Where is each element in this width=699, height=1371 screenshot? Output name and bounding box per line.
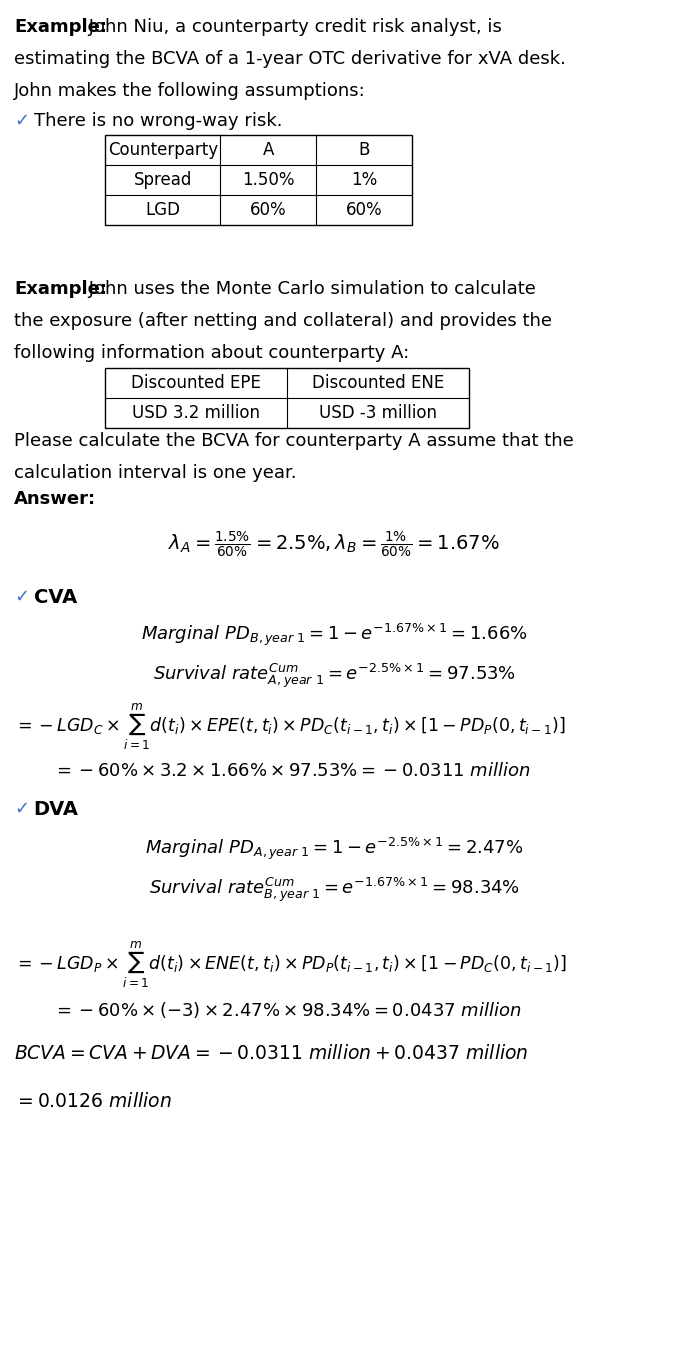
Text: $Marginal\ PD_{B,year\ 1} = 1 - e^{-1.67\%\times1} = 1.66\%$: $Marginal\ PD_{B,year\ 1} = 1 - e^{-1.67… [141,622,528,648]
Text: $\lambda_A = \frac{1.5\%}{60\%} = 2.5\%, \lambda_B = \frac{1\%}{60\%} = 1.67\%$: $\lambda_A = \frac{1.5\%}{60\%} = 2.5\%,… [168,531,500,561]
Text: following information about counterparty A:: following information about counterparty… [15,344,410,362]
Text: 1%: 1% [351,171,377,189]
Text: ✓: ✓ [15,112,29,130]
Text: John Niu, a counterparty credit risk analyst, is: John Niu, a counterparty credit risk ana… [83,18,502,36]
Text: John makes the following assumptions:: John makes the following assumptions: [15,82,366,100]
Text: 1.50%: 1.50% [242,171,294,189]
Text: John uses the Monte Carlo simulation to calculate: John uses the Monte Carlo simulation to … [83,280,536,298]
Text: CVA: CVA [34,588,77,607]
Text: Discounted ENE: Discounted ENE [312,374,445,392]
Bar [106,367,469,428]
Text: LGD: LGD [145,202,180,219]
Text: $= 0.0126\ million$: $= 0.0126\ million$ [15,1091,172,1111]
Text: 60%: 60% [250,202,287,219]
Text: estimating the BCVA of a 1-year OTC derivative for xVA desk.: estimating the BCVA of a 1-year OTC deri… [15,49,566,69]
Text: USD 3.2 million: USD 3.2 million [132,404,260,422]
Text: $Survival\ rate^{Cum}_{B,year\ 1} = e^{-1.67\%\times1} = 98.34\%$: $Survival\ rate^{Cum}_{B,year\ 1} = e^{-… [149,876,520,905]
Text: 60%: 60% [345,202,382,219]
Text: There is no wrong-way risk.: There is no wrong-way risk. [34,112,282,130]
Text: $Marginal\ PD_{A,year\ 1} = 1 - e^{-2.5\%\times1} = 2.47\%$: $Marginal\ PD_{A,year\ 1} = 1 - e^{-2.5\… [145,836,524,862]
Bar [106,134,412,225]
Text: Answer:: Answer: [15,489,96,509]
Text: USD -3 million: USD -3 million [319,404,438,422]
Text: Discounted EPE: Discounted EPE [131,374,261,392]
Text: Spread: Spread [134,171,192,189]
Text: $BCVA = CVA + DVA = -0.0311\ million + 0.0437\ million$: $BCVA = CVA + DVA = -0.0311\ million + 0… [15,1043,529,1063]
Text: $= -60\% \times (-3) \times 2.47\% \times 98.34\% = 0.0437\ million$: $= -60\% \times (-3) \times 2.47\% \time… [52,999,521,1020]
Text: Please calculate the BCVA for counterparty A assume that the: Please calculate the BCVA for counterpar… [15,432,574,450]
Text: $Survival\ rate^{Cum}_{A,year\ 1} = e^{-2.5\%\times1} = 97.53\%$: $Survival\ rate^{Cum}_{A,year\ 1} = e^{-… [152,662,516,691]
Text: Example:: Example: [15,18,108,36]
Text: $= -60\% \times 3.2 \times 1.66\% \times 97.53\% = -0.0311\ million$: $= -60\% \times 3.2 \times 1.66\% \times… [52,762,531,780]
Text: DVA: DVA [34,801,78,818]
Text: $= -LGD_P \times \sum_{i=1}^{m} d(t_i) \times ENE(t,t_i) \times PD_P(t_{i-1},t_i: $= -LGD_P \times \sum_{i=1}^{m} d(t_i) \… [15,941,568,990]
Text: ✓: ✓ [15,588,29,606]
Text: A: A [262,141,274,159]
Text: $= -LGD_C \times \sum_{i=1}^{m} d(t_i) \times EPE(t,t_i) \times PD_C(t_{i-1},t_i: $= -LGD_C \times \sum_{i=1}^{m} d(t_i) \… [15,702,566,753]
Text: Example:: Example: [15,280,108,298]
Text: ✓: ✓ [15,801,29,818]
Text: calculation interval is one year.: calculation interval is one year. [15,463,297,483]
Text: Counterparty: Counterparty [108,141,218,159]
Text: the exposure (after netting and collateral) and provides the: the exposure (after netting and collater… [15,313,552,330]
Text: B: B [358,141,370,159]
